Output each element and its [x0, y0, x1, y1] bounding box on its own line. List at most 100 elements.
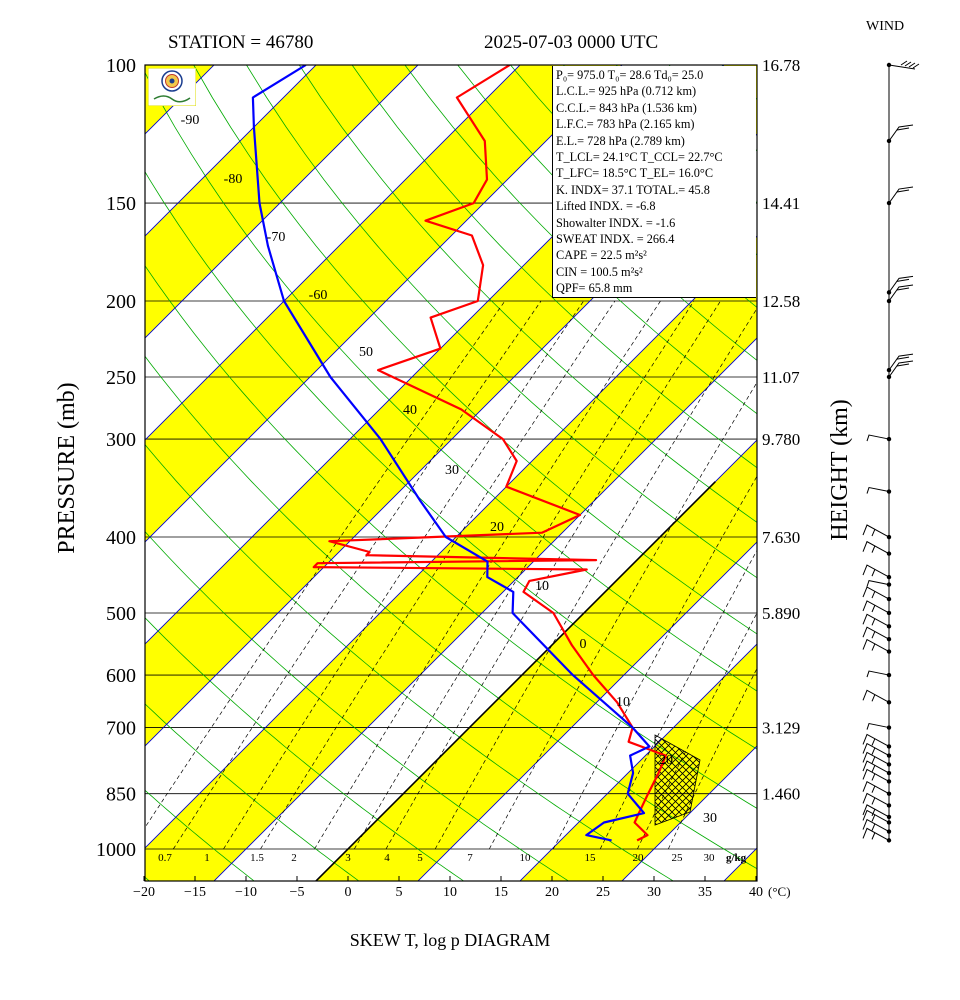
height-axis-title: HEIGHT (km): [827, 399, 853, 541]
info-line: CAPE = 22.5 m²s²: [556, 248, 647, 263]
wind-barb: [862, 760, 890, 774]
lab-logo: [147, 67, 197, 107]
isotherm-label: 50: [359, 345, 373, 360]
x-tick-label: 30: [647, 885, 661, 900]
pressure-tick: 150: [106, 193, 136, 215]
info-line: P₀= 975.0 T₀= 28.6 Td₀= 25.0: [556, 68, 704, 82]
isotherm-label: 0: [580, 637, 587, 652]
mixing-ratio-label: 2: [291, 852, 297, 864]
x-tick-label: −20: [133, 885, 155, 900]
wind-column-title: WIND: [866, 19, 904, 34]
diagram-title: SKEW T, log p DIAGRAM: [350, 930, 551, 950]
mixing-ratio-lines: [145, 300, 757, 850]
mixing-ratio-line: [314, 300, 661, 850]
wind-barb: [888, 284, 914, 302]
info-line: L.F.C.= 783 hPa (2.165 km): [556, 117, 695, 132]
dry-adiabat: [145, 703, 360, 881]
mixing-ratio-label: 4: [384, 852, 390, 864]
height-tick: 7.630: [762, 528, 800, 547]
wind-barb: [862, 809, 890, 823]
wind-barb: [862, 524, 890, 538]
wind-barb: [888, 60, 920, 70]
mixing-ratio-label: 5: [417, 852, 423, 864]
mixing-ratio-label: 10: [520, 852, 532, 864]
yellow-band: [0, 29, 46, 881]
yellow-bands: [0, 29, 960, 881]
sounding-indices-panel: P₀= 975.0 T₀= 28.6 Td₀= 25.0 L.C.L.= 925…: [552, 66, 756, 298]
wind-barb: [866, 670, 890, 678]
mixing-ratio-line: [260, 300, 616, 850]
x-tick-label: 0: [345, 885, 352, 900]
isotherm-label: 20: [490, 520, 504, 535]
dry-adiabat: [145, 789, 255, 881]
wind-barb: [862, 638, 890, 653]
wind-barb: [862, 742, 890, 756]
isotherm-label: 30: [703, 811, 717, 826]
wind-barb: [888, 124, 914, 142]
mixing-ratio-label: 0.7: [158, 852, 172, 864]
wind-barb: [862, 792, 890, 806]
temperature-unit-label: (°C): [768, 884, 791, 899]
isotherm-line: [145, 65, 521, 441]
info-line: E.L.= 728 hPa (2.789 km): [556, 133, 685, 148]
dry-adiabat: [145, 171, 757, 750]
height-tick: 12.58: [762, 292, 800, 311]
info-line: Lifted INDX. = -6.8: [556, 199, 656, 214]
mixing-ratio-label: 3: [345, 852, 351, 864]
wind-barb: [888, 353, 914, 371]
pressure-tick: 100: [106, 55, 136, 77]
wind-profile: [862, 60, 920, 843]
wind-barb: [862, 751, 890, 765]
height-tick: 5.890: [762, 604, 800, 623]
isotherm-label: 30: [445, 463, 459, 478]
info-line: T_LFC= 18.5°C T_EL= 16.0°C: [556, 166, 714, 181]
isotherm-labels: -90 -80 -70 -60 50 40 30 20 10 0 10 20 30: [181, 113, 717, 826]
info-line: K. INDX= 37.1 TOTAL.= 45.8: [556, 182, 710, 197]
height-tick: 3.129: [762, 719, 800, 738]
mixing-ratio-label: 15: [585, 852, 597, 864]
cape-hatch: [654, 734, 701, 826]
mixing-ratio-line: [385, 300, 721, 850]
wind-barb: [862, 626, 890, 640]
x-tick-label: 15: [494, 885, 508, 900]
wind-barb: [862, 613, 890, 627]
isotherm-line: [145, 235, 757, 849]
height-tick: 9.780: [762, 430, 800, 449]
mixing-ratio-label: 25: [672, 852, 684, 864]
x-tick-label: 5: [396, 885, 403, 900]
wind-barb: [866, 722, 890, 730]
mixing-ratio-line: [223, 300, 584, 850]
station-title: STATION = 46780: [168, 32, 313, 53]
dry-adiabat: [145, 443, 674, 881]
yellow-band: [928, 29, 960, 881]
wind-barb: [862, 689, 890, 703]
isotherm-line: [213, 337, 757, 881]
dry-adiabat-lines: [145, 65, 757, 881]
isotherm-line: [145, 65, 317, 237]
wind-barb: [888, 360, 914, 378]
x-tick-label: 10: [443, 885, 457, 900]
info-line: T_LCL= 24.1°C T_CCL= 22.7°C: [556, 150, 723, 165]
x-tick-label: −10: [235, 885, 257, 900]
pressure-tick: 850: [106, 784, 136, 806]
wind-barb: [866, 486, 890, 494]
mixing-ratio-label: 1.5: [250, 852, 264, 864]
wind-barb: [862, 804, 890, 818]
mixing-ratio-line: [173, 300, 542, 850]
profile-lines: [251, 65, 667, 842]
dry-adiabat: [246, 65, 757, 579]
info-line: Showalter INDX. = -1.6: [556, 215, 676, 230]
mixing-ratio-line: [488, 381, 757, 850]
isotherm-label: -80: [224, 172, 243, 187]
pressure-axis-title: PRESSURE (mb): [54, 382, 80, 553]
pressure-tick: 300: [106, 429, 136, 451]
zero-isotherm-line: [314, 481, 716, 881]
dry-adiabat: [145, 355, 757, 870]
isotherm-line: [145, 65, 419, 339]
mixing-ratio-labels: 0.7 1 1.5 2 3 4 5 7 10 15 20 25 30: [158, 852, 715, 864]
mixing-ratio-label: 1: [204, 852, 210, 864]
isotherm-label: 10: [616, 695, 630, 710]
x-tick-label: 35: [698, 885, 712, 900]
mixing-ratio-label: 20: [633, 852, 645, 864]
